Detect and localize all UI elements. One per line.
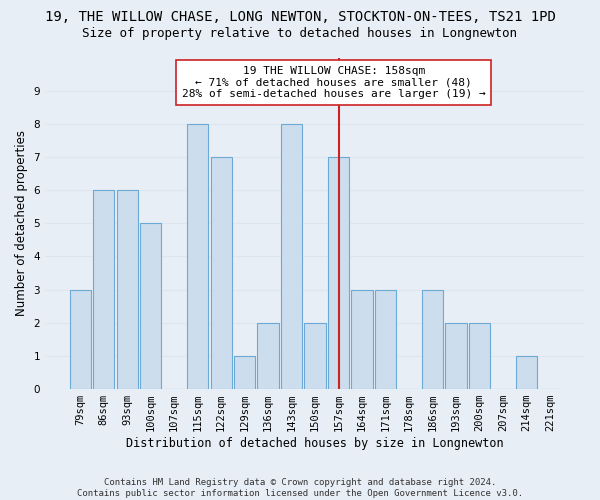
Bar [445, 323, 467, 389]
Bar [352, 290, 373, 389]
Text: 19 THE WILLOW CHASE: 158sqm
← 71% of detached houses are smaller (48)
28% of sem: 19 THE WILLOW CHASE: 158sqm ← 71% of det… [182, 66, 485, 99]
Bar [140, 224, 161, 389]
Bar [93, 190, 114, 389]
X-axis label: Distribution of detached houses by size in Longnewton: Distribution of detached houses by size … [126, 437, 504, 450]
Bar [516, 356, 537, 389]
Bar [469, 323, 490, 389]
Bar [304, 323, 326, 389]
Bar [375, 290, 396, 389]
Bar [70, 290, 91, 389]
Text: Size of property relative to detached houses in Longnewton: Size of property relative to detached ho… [83, 28, 517, 40]
Bar [211, 157, 232, 389]
Bar [234, 356, 255, 389]
Y-axis label: Number of detached properties: Number of detached properties [15, 130, 28, 316]
Bar [187, 124, 208, 389]
Bar [116, 190, 137, 389]
Bar [281, 124, 302, 389]
Bar [422, 290, 443, 389]
Bar [257, 323, 278, 389]
Bar [328, 157, 349, 389]
Text: Contains HM Land Registry data © Crown copyright and database right 2024.
Contai: Contains HM Land Registry data © Crown c… [77, 478, 523, 498]
Text: 19, THE WILLOW CHASE, LONG NEWTON, STOCKTON-ON-TEES, TS21 1PD: 19, THE WILLOW CHASE, LONG NEWTON, STOCK… [44, 10, 556, 24]
